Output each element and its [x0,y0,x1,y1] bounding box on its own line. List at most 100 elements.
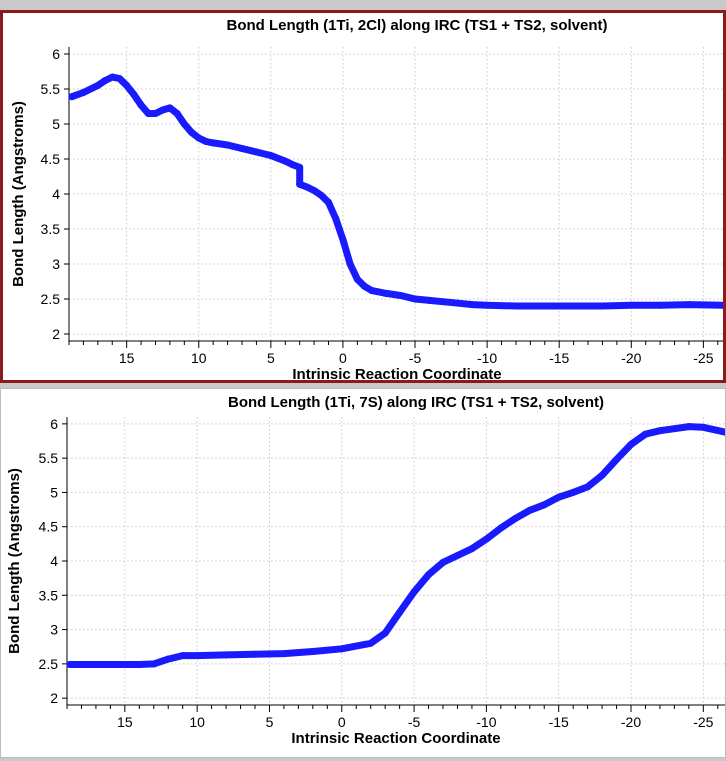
data-point [497,524,505,532]
data-point [325,198,333,206]
data-point [166,104,174,112]
data-point [150,660,158,668]
chart-panel-bottom: 2 2.5 3 3.5 4 4.5 5 5.5 6 15 10 5 0 -5 -10 -15 -20 -25 Bon… [0,388,726,758]
data-point [411,295,419,303]
y-tick-label: 3.5 [39,587,59,603]
chart-panel-top: 2 2.5 3 3.5 4 4.5 5 5.5 6 15 10 5 0 -5 -10 -15 -20 -25 Bon… [0,10,726,383]
data-point [68,93,76,101]
data-point [144,110,152,117]
data-point [685,423,693,431]
data-point [309,648,317,656]
data-point [251,650,259,658]
series-line [68,73,723,310]
data-point [641,430,649,438]
x-tick-label: -15 [549,714,569,730]
y-tick-label: 2 [52,326,60,342]
data-point [425,571,433,579]
x-tick-label: -15 [549,350,569,366]
data-point [699,423,707,431]
x-tick-label: -5 [408,714,421,730]
data-point [425,296,433,304]
data-point [317,191,325,199]
data-point [685,301,693,309]
data-point [555,493,563,501]
x-tick-label: 10 [189,714,205,730]
data-point [195,134,203,142]
x-tick-label: -10 [476,714,496,730]
data-point [598,471,606,479]
data-point [453,552,461,560]
data-point [570,302,578,310]
data-point [613,456,621,464]
data-point [202,138,210,145]
data-point [267,152,275,159]
y-tick-label: 2.5 [41,291,61,307]
data-point [511,514,519,522]
data-point [526,506,534,514]
data-point [66,661,74,669]
x-tick-label: -25 [693,714,713,730]
series-line [66,423,725,668]
data-point [656,427,664,435]
y-tick-label: 5.5 [39,450,59,466]
data-point [310,187,318,194]
x-axis-label: Intrinsic Reaction Coordinate [291,730,500,747]
x-tick-label: -20 [621,350,641,366]
data-point [367,639,375,647]
bond-length-ti-s-chart: 2 2.5 3 3.5 4 4.5 5 5.5 6 15 10 5 0 -5 -10 -15 -20 -25 Bon… [6,394,725,747]
bond-length-ti-cl-chart: 2 2.5 3 3.5 4 4.5 5 5.5 6 15 10 5 0 -5 -10 -15 -20 -25 Bon… [10,17,723,380]
data-point [180,120,188,128]
x-tick-label: 0 [339,350,347,366]
data-point [670,425,678,433]
data-point [512,302,520,310]
x-tick-label: 15 [117,714,133,730]
y-axis-label: Bond Length (Angstroms) [10,101,27,287]
data-point [288,161,296,169]
x-tick-label: -5 [409,350,422,366]
x-tick-label: 0 [338,714,346,730]
y-tick-label: 5 [50,484,58,500]
data-point [454,299,462,307]
data-point [397,292,405,299]
x-tick-label: -25 [693,350,713,366]
data-point [332,215,340,222]
series-0 [68,73,723,310]
data-point [188,128,196,136]
data-point [396,608,404,616]
series-0 [66,423,725,669]
data-point [721,302,723,309]
data-point [94,82,102,89]
data-point [627,440,635,448]
data-point [598,302,606,310]
data-point [296,180,304,188]
data-point [440,298,448,306]
data-point [238,145,246,152]
data-point [338,645,346,653]
data-point [482,535,490,543]
y-tick-label: 6 [52,46,60,62]
x-tick-label: 15 [119,350,135,366]
data-point [469,301,477,309]
y-tick-label: 2 [50,690,58,706]
data-point [159,106,167,114]
data-point [222,651,230,659]
data-point [721,428,725,436]
data-point [353,275,361,283]
data-point [130,91,138,99]
data-point [173,110,181,117]
data-point [483,301,491,309]
y-tick-label: 5.5 [41,81,61,97]
data-point [656,301,664,309]
data-point [224,141,232,149]
data-point [252,148,260,156]
y-tick-label: 4 [52,186,60,202]
data-point [368,287,376,295]
data-point [540,501,548,509]
data-point [193,652,201,660]
data-point [152,110,160,117]
data-point [101,77,109,85]
chart-title: Bond Length (1Ti, 7S) along IRC (TS1 + T… [228,394,604,411]
data-point [381,629,389,637]
data-point [137,101,145,109]
y-tick-label: 2.5 [39,656,59,672]
